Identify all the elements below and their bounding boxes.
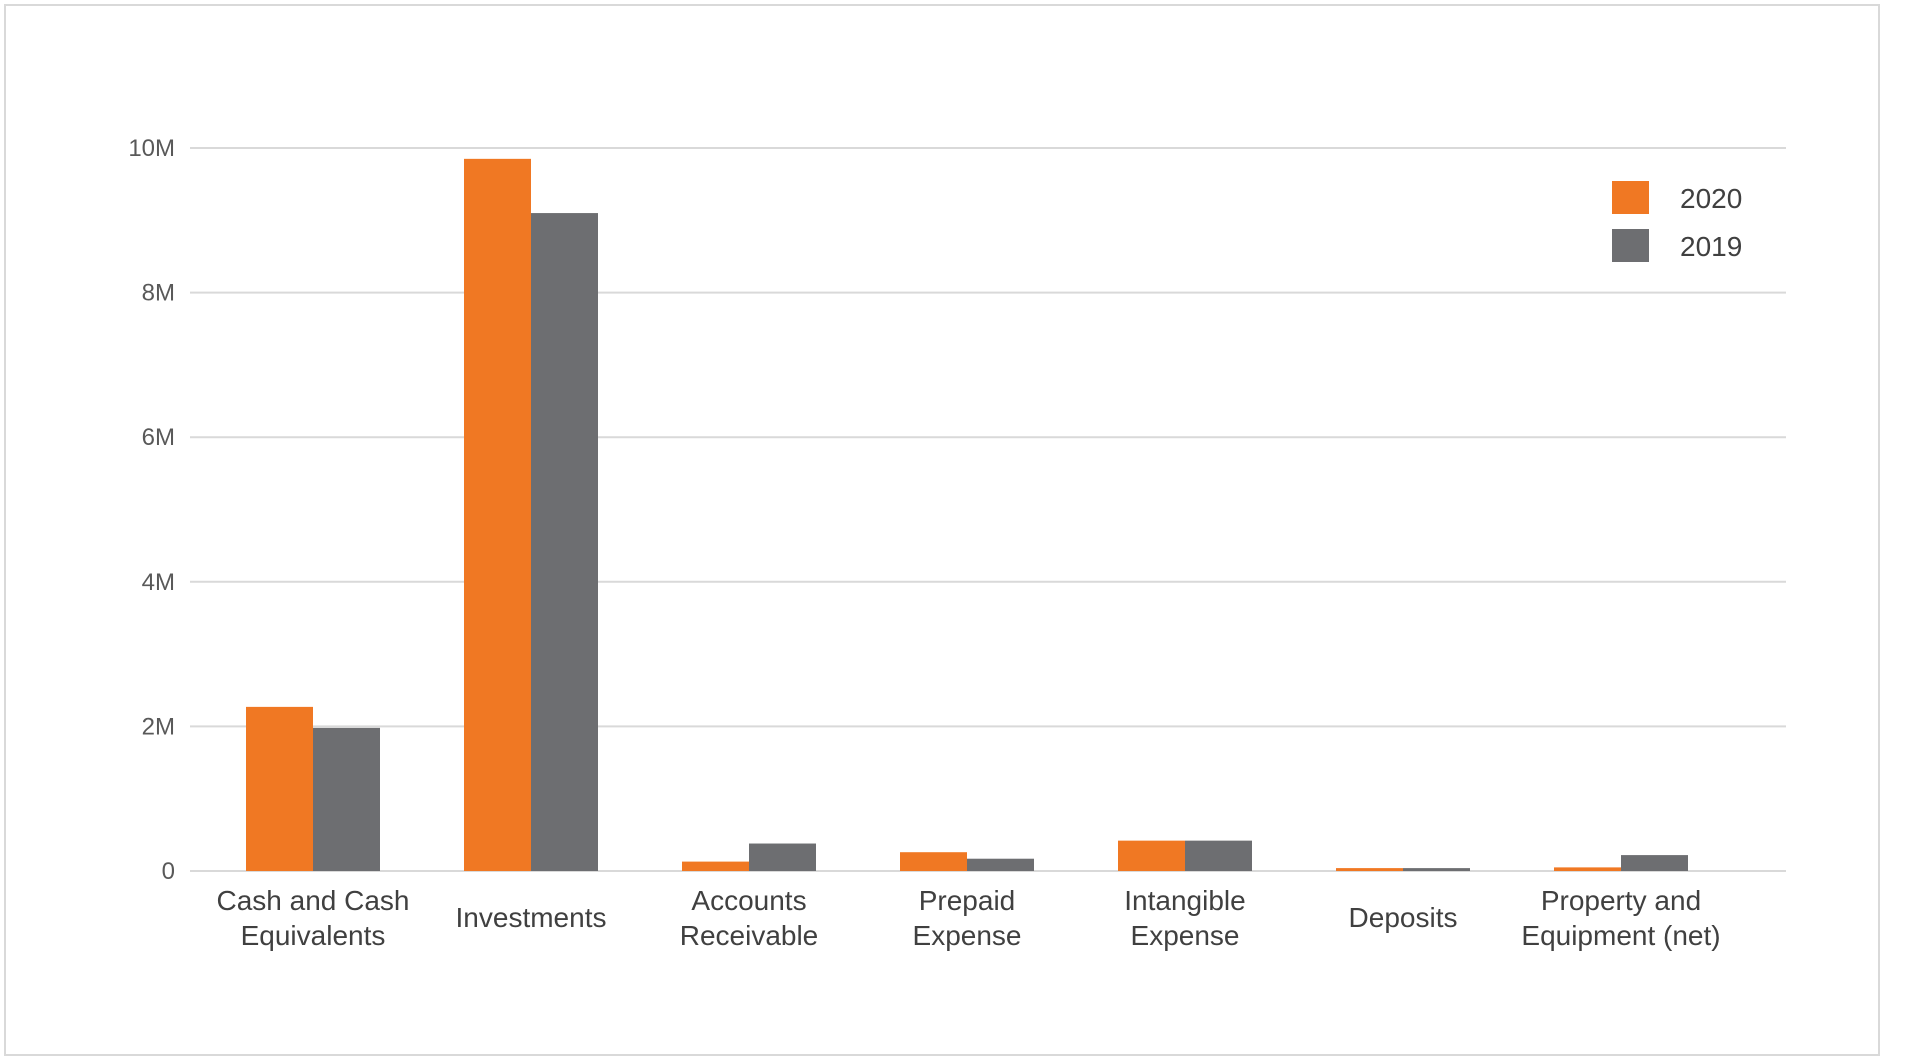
gridlines xyxy=(190,147,1786,872)
x-category-label: Accounts xyxy=(691,885,806,916)
bar-2019-1 xyxy=(531,213,598,871)
x-category-label: Equivalents xyxy=(241,920,386,951)
bar-2020-6 xyxy=(1554,867,1621,871)
y-tick-label: 0 xyxy=(162,858,175,885)
legend-swatch-2020 xyxy=(1612,181,1649,214)
legend-swatch-2019 xyxy=(1612,229,1649,262)
legend-label: 2020 xyxy=(1680,183,1742,214)
y-axis-tick-labels: 0 2M 4M 6M 8M 10M xyxy=(128,135,175,885)
bars xyxy=(246,158,1688,872)
bar-2020-1 xyxy=(464,158,531,872)
x-category-label: Property and xyxy=(1541,885,1701,916)
x-category-label: Equipment (net) xyxy=(1521,920,1720,951)
legend-label: 2019 xyxy=(1680,231,1742,262)
y-tick-label: 2M xyxy=(142,713,175,740)
bar-2019-3 xyxy=(967,858,1034,871)
bar-2019-2 xyxy=(749,843,816,871)
x-category-label: Cash and Cash xyxy=(216,885,409,916)
x-axis-category-labels: Cash and Cash Equivalents Investments Accou… xyxy=(216,885,1720,951)
bar-2020-5 xyxy=(1336,868,1403,871)
bar-2019-4 xyxy=(1185,840,1252,871)
bar-2020-0 xyxy=(246,706,313,871)
bar-2019-6 xyxy=(1621,855,1688,871)
y-tick-label: 4M xyxy=(142,569,175,596)
x-category-label: Deposits xyxy=(1349,902,1458,933)
y-tick-label: 10M xyxy=(128,135,175,162)
y-tick-label: 6M xyxy=(142,424,175,451)
bar-2019-5 xyxy=(1403,868,1470,871)
x-category-label: Receivable xyxy=(680,920,819,951)
x-category-label: Expense xyxy=(1131,920,1240,951)
bar-2020-3 xyxy=(900,852,967,871)
x-category-label: Expense xyxy=(913,920,1022,951)
x-category-label: Intangible xyxy=(1124,885,1245,916)
legend: 2020 2019 xyxy=(1612,181,1742,262)
chart-frame xyxy=(4,4,1880,1056)
bar-2020-4 xyxy=(1118,840,1185,871)
y-tick-label: 8M xyxy=(142,280,175,307)
x-category-label: Investments xyxy=(456,902,607,933)
x-category-label: Prepaid xyxy=(919,885,1016,916)
bar-2019-0 xyxy=(313,727,380,871)
bar-2020-2 xyxy=(682,861,749,871)
